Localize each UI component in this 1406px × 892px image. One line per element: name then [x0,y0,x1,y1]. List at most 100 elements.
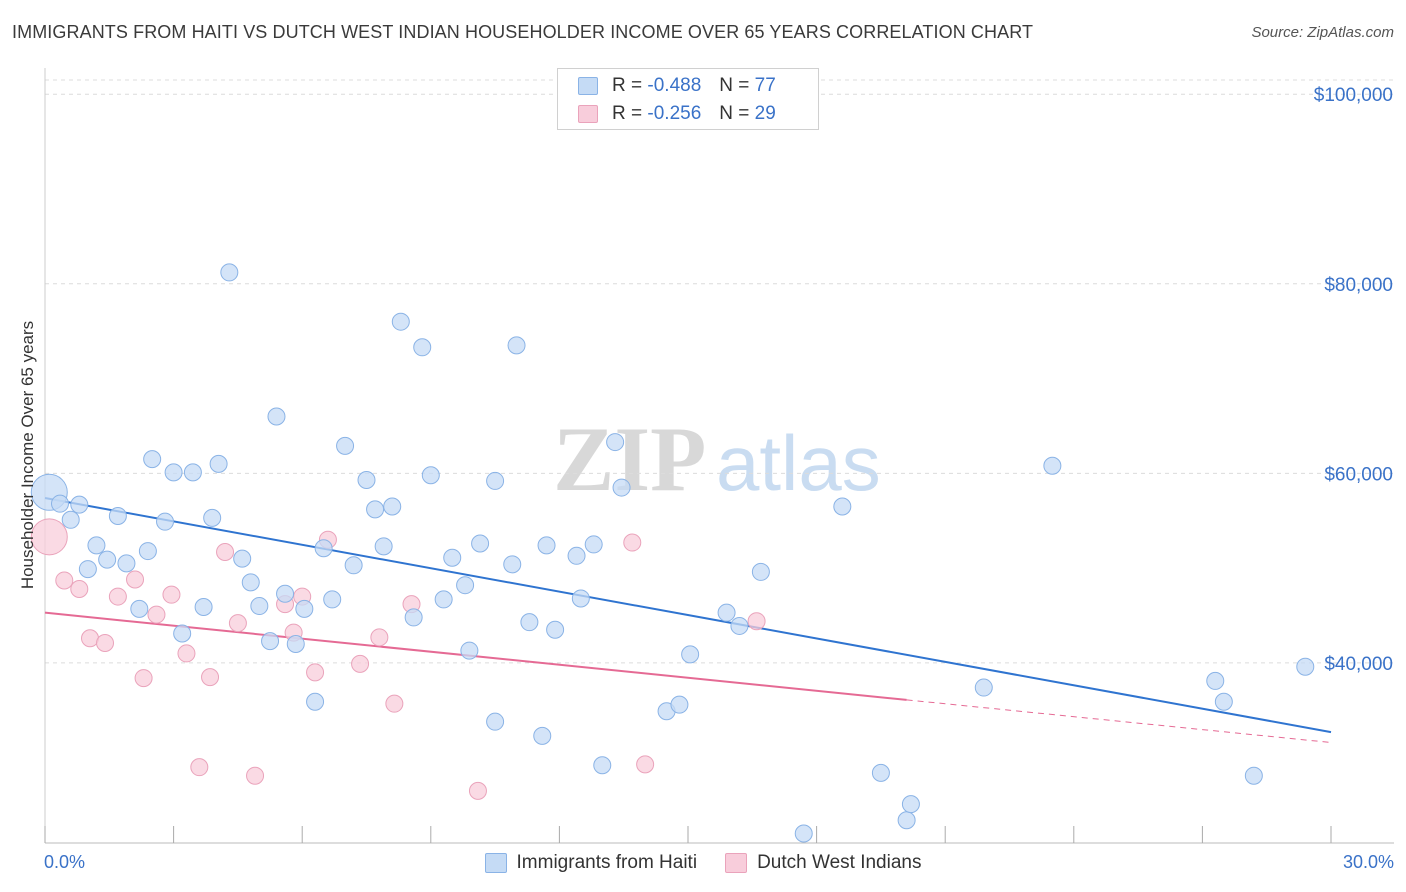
point-haiti [344,556,363,575]
point-dutch [55,571,74,590]
y-tick-label: $80,000 [1324,275,1393,296]
point-haiti [520,613,539,632]
point-haiti [434,590,453,609]
watermark-zip: ZIP [553,408,706,510]
point-haiti [1043,456,1062,475]
point-haiti [203,508,222,527]
point-haiti [833,497,852,516]
point-dutch [162,585,181,604]
chart-title: IMMIGRANTS FROM HAITI VS DUTCH WEST INDI… [12,22,1034,42]
point-dutch [306,663,325,682]
point-haiti [1206,671,1225,690]
point-haiti [314,539,333,558]
point-haiti [138,542,157,561]
point-haiti [546,620,565,639]
point-haiti [173,624,192,643]
point-dutch [468,781,487,800]
y-tick-label: $100,000 [1314,85,1393,106]
axes [44,68,1394,844]
point-dutch [96,634,115,653]
point-haiti [164,463,183,482]
point-dutch [81,629,100,648]
point-haiti [593,756,612,775]
series-swatch-haiti [484,853,507,873]
point-haiti [871,763,890,782]
point-dutch [636,755,655,774]
x-tick-label-max: 30.0% [1342,852,1394,872]
point-haiti [108,507,127,525]
point-haiti [98,550,117,569]
point-haiti [261,632,280,651]
series-label-dutch: Dutch West Indians [757,852,922,873]
point-haiti [443,548,462,567]
point-haiti [286,634,305,653]
point-haiti [306,692,325,711]
point-haiti [117,554,136,573]
point-haiti [681,645,700,664]
point-haiti [156,512,175,531]
legend-n-label: N = [719,75,750,96]
point-haiti [336,436,355,455]
series-legend-dutch[interactable]: Dutch West Indians [725,852,921,874]
point-haiti [374,537,393,556]
point-haiti [606,433,625,452]
point-dutch [385,694,404,713]
point-haiti [584,535,603,554]
point-haiti [366,500,385,519]
legend-n-value-haiti: 77 [754,75,776,96]
point-haiti [486,471,505,490]
trendline-dutch-extension [906,699,1332,744]
point-haiti [413,338,432,357]
data-points [30,263,1315,843]
series-legend-haiti[interactable]: Immigrants from Haiti [484,852,698,874]
legend-r-value-haiti: -0.488 [647,75,702,96]
y-tick-label: $60,000 [1324,464,1393,485]
point-dutch [70,579,89,598]
legend-swatch-haiti [578,77,598,95]
series-legend: Immigrants from Haiti Dutch West Indians [0,852,1406,874]
point-haiti [276,584,295,603]
point-haiti [295,599,314,618]
legend-n-label: N = [719,103,750,124]
point-haiti [670,695,689,714]
point-dutch [623,533,642,552]
point-haiti [974,678,993,697]
point-haiti [612,478,631,497]
series-swatch-dutch [725,853,748,873]
correlation-legend: R = -0.488 N = 77 R = -0.256 N = 29 [557,68,819,130]
point-haiti [267,407,286,426]
watermark: ZIP atlas [553,408,881,510]
point-dutch [246,766,265,785]
point-haiti [87,536,106,555]
point-dutch [30,518,68,556]
point-haiti [70,495,89,514]
series-label-haiti: Immigrants from Haiti [516,852,698,873]
point-haiti [209,454,228,473]
legend-r-label: R = [612,103,643,124]
legend-r-value-dutch: -0.256 [647,103,702,124]
y-axis-label: Householder Income Over 65 years [18,320,37,590]
x-tick-label-min: 0.0% [44,852,86,872]
point-haiti [730,616,749,635]
point-haiti [357,470,376,489]
legend-row-haiti: R = -0.488 N = 77 [578,72,776,100]
legend-row-dutch: R = -0.256 N = 29 [578,100,776,128]
y-tick-label: $40,000 [1324,654,1393,675]
point-haiti [404,608,423,627]
point-haiti [130,599,149,618]
point-haiti [567,546,586,565]
point-haiti [78,560,97,579]
point-haiti [51,494,70,513]
point-haiti [233,549,252,568]
point-haiti [901,795,920,814]
point-haiti [1296,657,1315,676]
point-haiti [421,466,440,485]
point-dutch [228,614,247,633]
point-dutch [126,570,145,589]
point-haiti [537,536,556,555]
point-haiti [143,450,162,469]
point-dutch [177,644,196,663]
point-haiti [183,463,202,482]
point-haiti [503,555,522,574]
